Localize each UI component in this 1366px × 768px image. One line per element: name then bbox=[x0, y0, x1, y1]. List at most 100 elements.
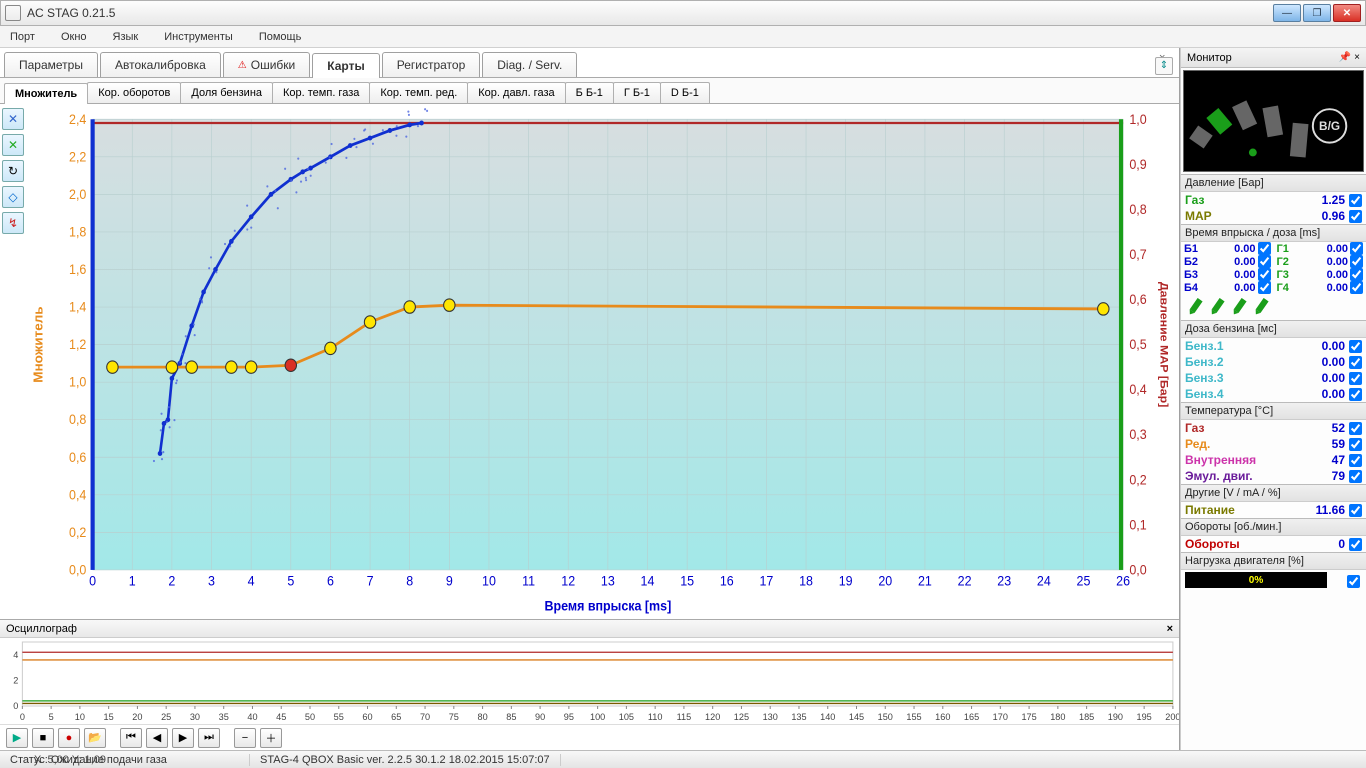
inj-check[interactable] bbox=[1350, 255, 1363, 268]
tab-primary-3[interactable]: Карты bbox=[312, 53, 379, 78]
engine-load-bar: 0% bbox=[1185, 572, 1327, 588]
mon-row-check[interactable] bbox=[1349, 340, 1362, 353]
osc-last-button[interactable]: ⏭ bbox=[198, 728, 220, 748]
svg-text:5: 5 bbox=[287, 573, 294, 589]
osc-close-icon[interactable]: × bbox=[1167, 623, 1173, 635]
nozzle-icon bbox=[1185, 296, 1205, 318]
mon-section: Другие [V / mA / %]Питание11.66 bbox=[1181, 484, 1366, 518]
load-check[interactable] bbox=[1347, 575, 1360, 588]
svg-text:185: 185 bbox=[1079, 712, 1094, 722]
inj-check[interactable] bbox=[1258, 242, 1271, 255]
mon-section: Температура [°C]Газ52Ред.59Внутренняя47Э… bbox=[1181, 402, 1366, 484]
inj-check[interactable] bbox=[1350, 268, 1363, 281]
svg-text:0,9: 0,9 bbox=[1129, 156, 1146, 172]
menu-tools[interactable]: Инструменты bbox=[164, 31, 233, 43]
osc-record-button[interactable]: ● bbox=[58, 728, 80, 748]
mon-row: Бенз.30.00 bbox=[1181, 370, 1366, 386]
svg-text:2: 2 bbox=[168, 573, 175, 589]
tab-secondary-6[interactable]: Б Б-1 bbox=[565, 82, 614, 103]
panel-toggle-icon[interactable]: ⇕ bbox=[1155, 57, 1173, 75]
svg-text:0,5: 0,5 bbox=[1129, 337, 1146, 353]
mon-row: Газ52 bbox=[1181, 420, 1366, 436]
osc-stop-button[interactable]: ■ bbox=[32, 728, 54, 748]
tool-clear-blue[interactable]: ✕ bbox=[2, 108, 24, 130]
mon-row-check[interactable] bbox=[1349, 194, 1362, 207]
svg-text:14: 14 bbox=[641, 573, 655, 589]
tab-secondary-0[interactable]: Множитель bbox=[4, 83, 88, 104]
tool-bounds[interactable]: ◇ bbox=[2, 186, 24, 208]
svg-text:95: 95 bbox=[564, 712, 574, 722]
tab-primary-1[interactable]: Автокалибровка bbox=[100, 52, 221, 77]
inj-check[interactable] bbox=[1350, 242, 1363, 255]
tab-secondary-4[interactable]: Кор. темп. ред. bbox=[369, 82, 468, 103]
mon-row-check[interactable] bbox=[1349, 538, 1362, 551]
menu-port[interactable]: Порт bbox=[10, 31, 35, 43]
mon-row-check[interactable] bbox=[1349, 438, 1362, 451]
svg-text:12: 12 bbox=[561, 573, 575, 589]
svg-text:200: 200 bbox=[1165, 712, 1179, 722]
minimize-button[interactable]: — bbox=[1273, 4, 1301, 22]
inj-cell: Г10.00 bbox=[1274, 242, 1366, 255]
tab-primary-4[interactable]: Регистратор bbox=[382, 52, 481, 77]
osc-prev-button[interactable]: ◀ bbox=[146, 728, 168, 748]
inj-cell: Б30.00 bbox=[1181, 268, 1274, 281]
multiplier-chart[interactable]: 0123456789101112131415161718192021222324… bbox=[26, 108, 1171, 615]
tab-secondary-3[interactable]: Кор. темп. газа bbox=[272, 82, 370, 103]
svg-text:2: 2 bbox=[13, 675, 18, 685]
svg-text:0,6: 0,6 bbox=[69, 449, 86, 465]
mon-row-check[interactable] bbox=[1349, 210, 1362, 223]
nozzle-icon bbox=[1229, 296, 1249, 318]
tool-refresh[interactable]: ↻ bbox=[2, 160, 24, 182]
statusbar: Статус: Ожидание подачи газа STAG-4 QBOX… bbox=[0, 750, 1366, 768]
inj-cell: Г20.00 bbox=[1274, 255, 1366, 268]
svg-text:25: 25 bbox=[1077, 573, 1091, 589]
svg-text:45: 45 bbox=[276, 712, 286, 722]
gauge-mode-label: B/G bbox=[1319, 119, 1340, 133]
menu-language[interactable]: Язык bbox=[113, 31, 139, 43]
inj-check[interactable] bbox=[1258, 281, 1271, 294]
tab-secondary-5[interactable]: Кор. давл. газа bbox=[467, 82, 565, 103]
mon-row-check[interactable] bbox=[1349, 372, 1362, 385]
svg-text:160: 160 bbox=[935, 712, 950, 722]
inj-check[interactable] bbox=[1258, 268, 1271, 281]
svg-text:70: 70 bbox=[420, 712, 430, 722]
svg-text:0,3: 0,3 bbox=[1129, 427, 1146, 443]
osc-zoom-out-button[interactable]: − bbox=[234, 728, 256, 748]
osc-open-button[interactable]: 📂 bbox=[84, 728, 106, 748]
osc-first-button[interactable]: ⏮ bbox=[120, 728, 142, 748]
svg-text:0,4: 0,4 bbox=[1129, 382, 1146, 398]
osc-next-button[interactable]: ▶ bbox=[172, 728, 194, 748]
svg-text:Время впрыска [ms]: Время впрыска [ms] bbox=[544, 598, 671, 614]
tab-secondary-2[interactable]: Доля бензина bbox=[180, 82, 273, 103]
mon-row-check[interactable] bbox=[1349, 388, 1362, 401]
svg-text:1,0: 1,0 bbox=[69, 374, 86, 390]
tab-primary-0[interactable]: Параметры bbox=[4, 52, 98, 77]
maximize-button[interactable]: ❐ bbox=[1303, 4, 1331, 22]
mon-row-check[interactable] bbox=[1349, 356, 1362, 369]
tab-secondary-1[interactable]: Кор. оборотов bbox=[87, 82, 181, 103]
osc-plot[interactable]: 0240510152025303540455055606570758085909… bbox=[0, 638, 1179, 724]
mon-row-check[interactable] bbox=[1349, 470, 1362, 483]
mon-row-check[interactable] bbox=[1349, 422, 1362, 435]
osc-zoom-in-button[interactable]: ＋ bbox=[260, 728, 282, 748]
tool-curve[interactable]: ↯ bbox=[2, 212, 24, 234]
osc-play-button[interactable]: ▶ bbox=[6, 728, 28, 748]
close-button[interactable]: ✕ bbox=[1333, 4, 1361, 22]
inj-check[interactable] bbox=[1258, 255, 1271, 268]
svg-text:2,4: 2,4 bbox=[69, 111, 86, 127]
inj-check[interactable] bbox=[1350, 281, 1363, 294]
svg-text:120: 120 bbox=[705, 712, 720, 722]
tab-secondary-7[interactable]: Г Б-1 bbox=[613, 82, 661, 103]
menu-window[interactable]: Окно bbox=[61, 31, 87, 43]
tab-primary-2[interactable]: Ошибки bbox=[223, 52, 310, 77]
mon-row-check[interactable] bbox=[1349, 504, 1362, 517]
tab-secondary-8[interactable]: D Б-1 bbox=[660, 82, 710, 103]
menu-help[interactable]: Помощь bbox=[259, 31, 302, 43]
fuel-gauge[interactable]: B/G bbox=[1183, 70, 1364, 172]
mon-row-check[interactable] bbox=[1349, 454, 1362, 467]
mon-row: Эмул. двиг.79 bbox=[1181, 468, 1366, 484]
svg-text:15: 15 bbox=[104, 712, 114, 722]
tool-clear-green[interactable]: ✕ bbox=[2, 134, 24, 156]
tab-primary-5[interactable]: Diag. / Serv. bbox=[482, 52, 577, 77]
monitor-pin-icon[interactable]: 📌 × bbox=[1339, 52, 1360, 63]
